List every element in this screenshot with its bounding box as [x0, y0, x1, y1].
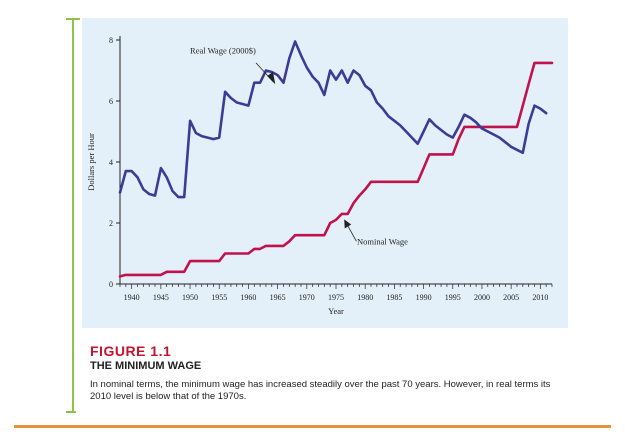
y-tick-label-6: 6: [109, 97, 113, 106]
x-tick-label-2000: 2000: [474, 293, 490, 302]
x-tick-label-1960: 1960: [240, 293, 256, 302]
x-tick-label-1975: 1975: [328, 293, 344, 302]
accent-line-left: [72, 18, 74, 413]
accent-tick-bottom: [66, 411, 76, 413]
x-tick-label-1965: 1965: [270, 293, 286, 302]
y-tick-label-4: 4: [109, 158, 113, 167]
bottom-rule: [14, 425, 611, 428]
x-tick-label-1990: 1990: [416, 293, 432, 302]
y-tick-label-8: 8: [109, 36, 113, 45]
accent-tick-top: [66, 18, 80, 20]
x-tick-label-1985: 1985: [386, 293, 402, 302]
x-tick-label-2010: 2010: [532, 293, 548, 302]
x-tick-label-1950: 1950: [182, 293, 198, 302]
figure-caption: FIGURE 1.1 THE MINIMUM WAGE In nominal t…: [90, 343, 580, 403]
x-tick-label-1940: 1940: [124, 293, 140, 302]
real-wage-line: [118, 40, 548, 199]
x-tick-label-1955: 1955: [211, 293, 227, 302]
y-tick-label-0: 0: [109, 280, 113, 289]
x-axis-title: Year: [328, 306, 344, 316]
figure-label: FIGURE 1.1: [90, 343, 172, 359]
nominal-wage-line: [118, 61, 554, 278]
nominal-wage-annotation: Nominal Wage: [357, 236, 408, 246]
y-axis-title: Dollars per Hour: [86, 133, 96, 191]
x-tick-label-2005: 2005: [503, 293, 519, 302]
x-tick-label-1995: 1995: [445, 293, 461, 302]
real-wage-arrowhead: [267, 72, 276, 85]
chart-panel: 0 2 4 6 8 1940 1945 1950 1955 1960 1965 1970 1975 198…: [82, 18, 568, 328]
x-tick-label-1980: 1980: [357, 293, 373, 302]
real-wage-annotation: Real Wage (2000$): [190, 46, 256, 56]
nominal-wage-arrowhead: [344, 219, 352, 229]
x-tick-label-1970: 1970: [299, 293, 315, 302]
figure-title: THE MINIMUM WAGE: [90, 360, 202, 372]
x-tick-label-1945: 1945: [153, 293, 169, 302]
minimum-wage-chart: 0 2 4 6 8 1940 1945 1950 1955 1960 1965 1970 1975 198…: [86, 36, 554, 316]
y-tick-label-2: 2: [109, 219, 113, 228]
figure-description: In nominal terms, the minimum wage has i…: [90, 379, 551, 402]
